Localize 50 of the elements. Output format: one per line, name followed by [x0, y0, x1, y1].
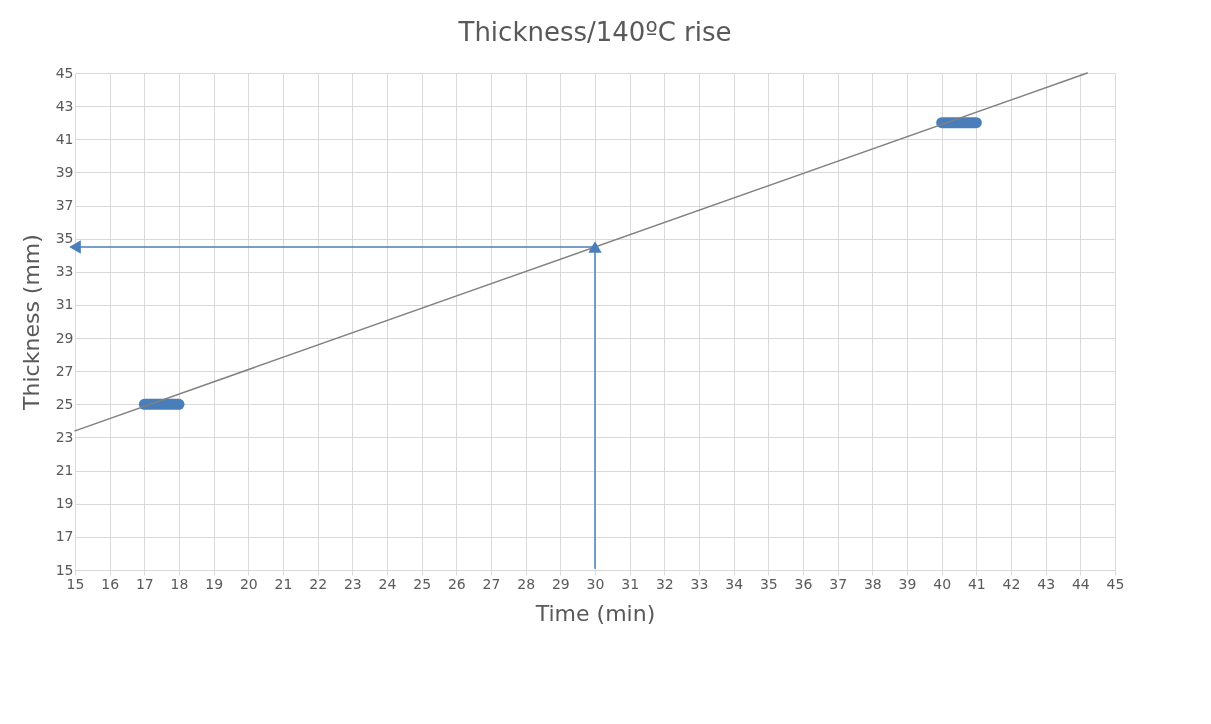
x-tick-label: 40 [933, 575, 952, 592]
x-tick-label: 23 [343, 575, 362, 592]
x-tick-label: 19 [205, 575, 224, 592]
y-tick-label: 29 [55, 329, 74, 346]
y-tick-label: 37 [55, 197, 74, 214]
x-tick-label: 16 [101, 575, 120, 592]
x-tick-label: 27 [482, 575, 501, 592]
y-tick-label: 27 [55, 362, 74, 379]
x-tick-label: 42 [1002, 575, 1021, 592]
y-tick-label: 33 [55, 263, 74, 280]
y-tick-label: 35 [55, 230, 74, 247]
y-tick-label: 43 [55, 97, 74, 114]
x-tick-label: 39 [898, 575, 917, 592]
x-tick-label: 26 [447, 575, 466, 592]
x-tick-label: 38 [863, 575, 882, 592]
x-tick-label: 44 [1071, 575, 1090, 592]
y-tick-label: 39 [55, 163, 74, 180]
x-tick-label: 24 [378, 575, 397, 592]
x-tick-label: 25 [413, 575, 432, 592]
x-tick-label: 45 [1106, 575, 1125, 592]
x-tick-label: 22 [309, 575, 328, 592]
x-tick-label: 35 [759, 575, 778, 592]
x-tick-label: 43 [1037, 575, 1056, 592]
x-tick-label: 31 [621, 575, 640, 592]
x-tick-label: 33 [690, 575, 709, 592]
x-tick-label: 20 [239, 575, 258, 592]
y-tick-label: 41 [55, 130, 74, 147]
x-tick-label: 28 [517, 575, 536, 592]
y-tick-label: 21 [55, 462, 74, 479]
y-tick-label: 23 [55, 428, 74, 445]
x-tick-label: 15 [66, 575, 85, 592]
x-tick-label: 34 [725, 575, 744, 592]
x-tick-label: 17 [135, 575, 154, 592]
chart-title: Thickness/140ºC rise [457, 17, 732, 47]
y-tick-label: 17 [55, 528, 74, 545]
x-tick-label: 29 [551, 575, 570, 592]
x-tick-label: 41 [967, 575, 986, 592]
x-tick-label: 18 [170, 575, 189, 592]
x-tick-label: 37 [829, 575, 848, 592]
x-axis-title: Time (min) [534, 600, 656, 626]
y-tick-label: 19 [55, 495, 74, 512]
y-tick-label: 31 [55, 296, 74, 313]
y-axis-title: Thickness (mm) [18, 234, 44, 411]
x-tick-label: 30 [586, 575, 605, 592]
y-tick-label: 25 [55, 395, 74, 412]
y-tick-label: 15 [55, 561, 74, 578]
x-tick-label: 32 [655, 575, 674, 592]
y-tick-label: 45 [55, 64, 74, 81]
x-tick-label: 36 [794, 575, 813, 592]
x-tick-label: 21 [274, 575, 293, 592]
